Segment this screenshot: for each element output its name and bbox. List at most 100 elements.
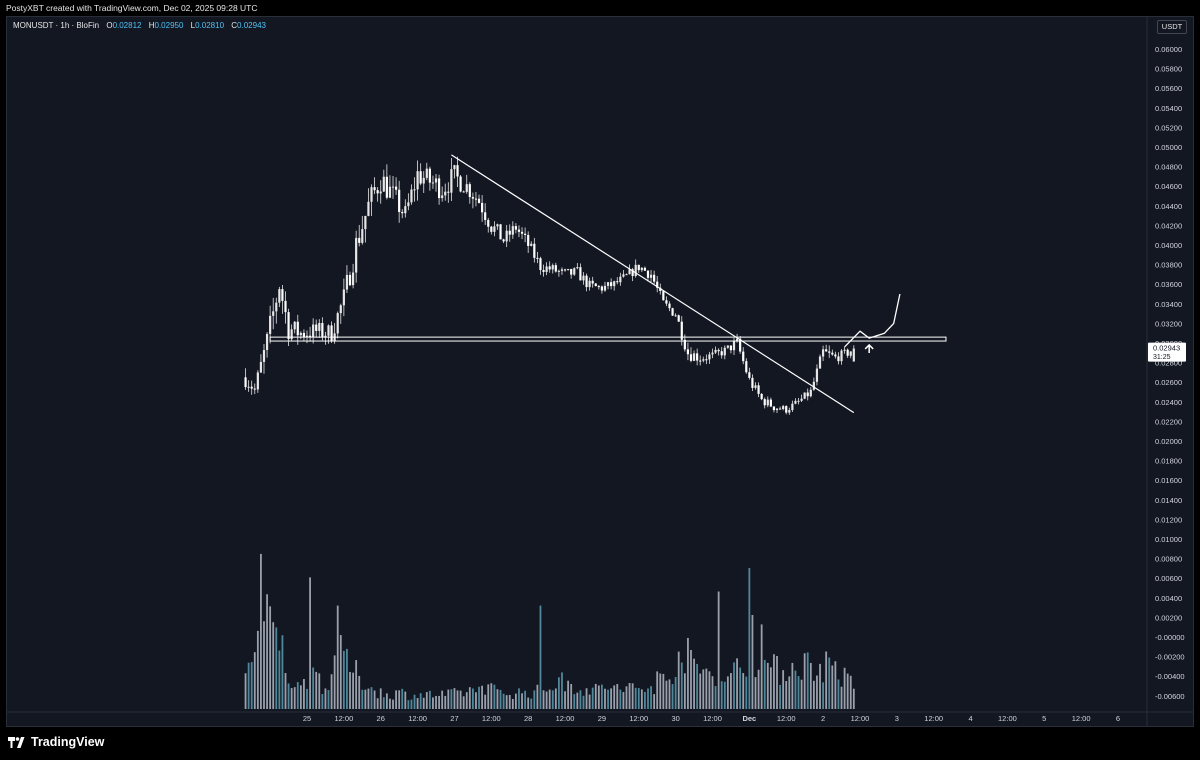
volume-bar: [717, 591, 720, 709]
volume-bar: [324, 688, 327, 709]
candle-body: [763, 399, 766, 406]
candle-body: [625, 274, 628, 276]
candlestick-chart[interactable]: 0.06000 0.05800 0.05600 0.05400 0.05200 0.050…: [7, 17, 1194, 727]
volume-bar: [797, 676, 800, 709]
volume-bar: [628, 682, 631, 709]
volume-bar: [754, 677, 757, 709]
volume-bar: [809, 662, 812, 709]
candle-body: [493, 226, 496, 232]
legend-close-label: C: [231, 21, 238, 30]
candle-body: [401, 211, 404, 214]
candle-body: [757, 385, 760, 394]
candle-body: [530, 243, 533, 246]
price-tick-label: 0.04200: [1155, 221, 1182, 230]
candle-body: [293, 321, 296, 330]
legend-high-value: 0.02950: [154, 21, 184, 30]
candle-body: [410, 189, 413, 203]
candle-body: [735, 338, 739, 342]
candle-body: [560, 269, 564, 271]
price-tick-label: -0.00200: [1155, 653, 1185, 662]
volume-bar: [696, 663, 699, 709]
last-price-badge: [1148, 342, 1186, 362]
candle-body: [355, 237, 358, 273]
candle-body: [622, 274, 625, 277]
volume-bar: [493, 684, 496, 709]
candle-body: [573, 268, 576, 275]
price-tick-label: 0.02800: [1155, 359, 1182, 368]
candle-body: [315, 324, 318, 331]
volume-bar: [309, 577, 311, 709]
volume-bar: [699, 673, 702, 709]
candle-body: [708, 354, 711, 360]
candle-body: [689, 354, 693, 361]
candle-body: [441, 195, 444, 199]
candle-body: [680, 321, 683, 340]
price-tick-label: 0.00400: [1155, 594, 1182, 603]
candle-body: [775, 408, 779, 411]
volume-bar: [730, 673, 732, 709]
volume-bar: [250, 662, 253, 709]
volume-bar: [514, 693, 517, 709]
time-tick-label: 27: [450, 714, 458, 723]
volume-bar: [364, 689, 367, 709]
candle-body: [812, 381, 815, 390]
price-tick-label: 0.00200: [1155, 613, 1182, 622]
candle-body: [253, 388, 256, 390]
candle-body: [404, 206, 407, 214]
chart-panel[interactable]: 0.06000 0.05800 0.05600 0.05400 0.05200 0.050…: [6, 16, 1194, 727]
candle-body: [585, 275, 588, 288]
time-tick-label: 29: [598, 714, 606, 723]
candle-body: [290, 329, 293, 340]
volume-bar: [619, 689, 622, 709]
price-tick-label: 0.02600: [1155, 378, 1182, 387]
candle-body: [484, 212, 487, 220]
candle-body: [342, 289, 345, 306]
volume-bar: [358, 675, 361, 709]
volume-bar: [576, 692, 579, 709]
price-tick-label: -0.00600: [1155, 692, 1185, 701]
candle-body: [284, 300, 287, 313]
volume-bar: [376, 698, 379, 709]
candle-body: [800, 398, 803, 401]
volume-bar: [558, 677, 560, 709]
volume-bar: [843, 667, 846, 709]
time-tick-label: 4: [968, 714, 972, 723]
volume-bar: [751, 615, 754, 709]
volume-bar: [425, 692, 428, 709]
volume-bar: [542, 690, 545, 709]
trendline: [451, 154, 855, 414]
volume-bar: [272, 622, 275, 709]
candle-body: [520, 231, 524, 234]
volume-bar: [674, 677, 677, 709]
volume-bar: [693, 658, 695, 709]
time-tick-label: 12:00: [851, 714, 870, 723]
volume-bar: [604, 688, 606, 709]
volume-bar: [782, 670, 785, 709]
volume-bar: [564, 691, 566, 709]
candle-body: [487, 219, 490, 227]
volume-bar: [278, 650, 281, 709]
time-tick-label: 6: [1116, 714, 1120, 723]
volume-bar: [318, 673, 321, 709]
candle-body: [834, 354, 837, 357]
time-tick-label: 3: [895, 714, 899, 723]
candle-body: [674, 315, 677, 317]
volume-bar: [665, 680, 668, 709]
candle-body: [361, 229, 364, 243]
candle-body: [637, 264, 640, 271]
candle-body: [471, 197, 474, 199]
candle-body: [656, 281, 659, 288]
volume-bar: [690, 649, 692, 709]
price-tick-label: 0.02200: [1155, 417, 1182, 426]
candle-body: [456, 165, 459, 177]
volume-bar: [398, 690, 401, 709]
volume-bar: [640, 689, 643, 709]
volume-bar: [290, 688, 293, 709]
volume-bar: [834, 661, 837, 709]
candle-body: [711, 352, 714, 355]
candle-body: [453, 165, 456, 170]
volume-bar: [266, 594, 268, 709]
time-tick-label: 12:00: [629, 714, 648, 723]
currency-selector[interactable]: USDT: [1157, 20, 1187, 34]
candle-body: [809, 389, 812, 397]
